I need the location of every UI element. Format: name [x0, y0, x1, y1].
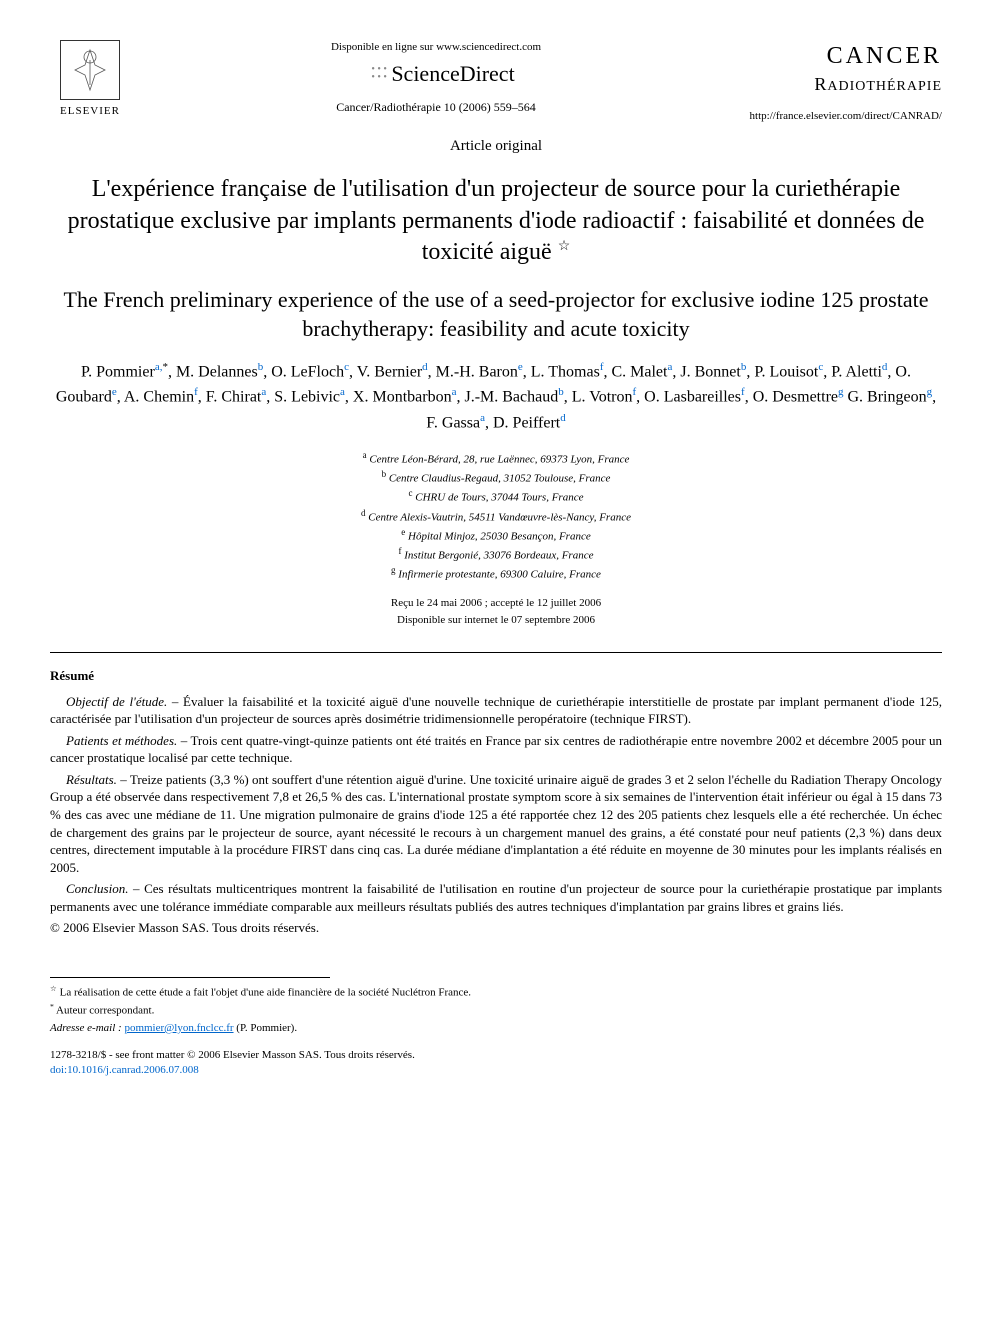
doi-link[interactable]: doi:10.1016/j.canrad.2006.07.008 [50, 1064, 199, 1076]
resume-copyright: © 2006 Elsevier Masson SAS. Tous droits … [50, 919, 942, 937]
footnote-corresponding: * Auteur correspondant. [50, 1002, 942, 1019]
online-date: Disponible sur internet le 07 septembre … [50, 612, 942, 629]
affiliations-list: a Centre Léon-Bérard, 28, rue Laënnec, 6… [50, 449, 942, 583]
journal-title-line2: RADIOTHÉRAPIE [742, 72, 942, 97]
affiliation-f: f Institut Bergonié, 33076 Bordeaux, Fra… [50, 545, 942, 564]
resume-resultats: Résultats. – Treize patients (3,3 %) ont… [50, 771, 942, 876]
resume-objectif: Objectif de l'étude. – Évaluer la faisab… [50, 693, 942, 728]
issn-line: 1278-3218/$ - see front matter © 2006 El… [50, 1048, 942, 1063]
affiliation-a: a Centre Léon-Bérard, 28, rue Laënnec, 6… [50, 449, 942, 468]
resume-patients: Patients et méthodes. – Trois cent quatr… [50, 732, 942, 767]
affiliation-b: b Centre Claudius-Regaud, 31052 Toulouse… [50, 468, 942, 487]
sciencedirect-text: ScienceDirect [391, 59, 514, 89]
affiliation-d: d Centre Alexis-Vautrin, 54511 Vandœuvre… [50, 507, 942, 526]
title-english: The French preliminary experience of the… [50, 286, 942, 343]
affiliation-g: g Infirmerie protestante, 69300 Caluire,… [50, 564, 942, 583]
elsevier-logo: ELSEVIER [50, 40, 130, 119]
footnote-star: ☆ La réalisation de cette étude a fait l… [50, 984, 942, 1001]
online-availability: Disponible en ligne sur www.sciencedirec… [150, 40, 722, 55]
sd-dots-icon [357, 64, 385, 84]
divider-top [50, 652, 942, 653]
citation-line: Cancer/Radiothérapie 10 (2006) 559–564 [150, 99, 722, 115]
authors-list: P. Pommiera,*, M. Delannesb, O. LeFlochc… [50, 359, 942, 435]
article-dates: Reçu le 24 mai 2006 ; accepté le 12 juil… [50, 595, 942, 628]
footnotes-divider [50, 977, 330, 984]
title-star-icon: ☆ [558, 239, 571, 254]
elsevier-tree-icon [60, 40, 120, 100]
title-french-text: L'expérience française de l'utilisation … [68, 176, 925, 264]
article-type: Article original [50, 136, 942, 156]
header-row: ELSEVIER Disponible en ligne sur www.sci… [50, 40, 942, 124]
footer-block: 1278-3218/$ - see front matter © 2006 El… [50, 1048, 942, 1078]
sciencedirect-logo: ScienceDirect [150, 59, 722, 89]
journal-url[interactable]: http://france.elsevier.com/direct/CANRAD… [742, 109, 942, 124]
affiliation-c: c CHRU de Tours, 37044 Tours, France [50, 487, 942, 506]
center-header: Disponible en ligne sur www.sciencedirec… [130, 40, 742, 115]
resume-conclusion: Conclusion. – Ces résultats multicentriq… [50, 880, 942, 915]
affiliation-e: e Hôpital Minjoz, 25030 Besançon, France [50, 526, 942, 545]
elsevier-text: ELSEVIER [50, 104, 130, 119]
journal-logo: CANCER RADIOTHÉRAPIE http://france.elsev… [742, 40, 942, 124]
email-link[interactable]: pommier@lyon.fnclcc.fr [124, 1022, 233, 1034]
resume-heading: Résumé [50, 667, 942, 685]
footnote-email: Adresse e-mail : pommier@lyon.fnclcc.fr … [50, 1021, 942, 1036]
journal-title-line1: CANCER [742, 40, 942, 72]
received-accepted-date: Reçu le 24 mai 2006 ; accepté le 12 juil… [50, 595, 942, 612]
title-french: L'expérience française de l'utilisation … [50, 174, 942, 268]
footnotes-block: ☆ La réalisation de cette étude a fait l… [50, 984, 942, 1036]
